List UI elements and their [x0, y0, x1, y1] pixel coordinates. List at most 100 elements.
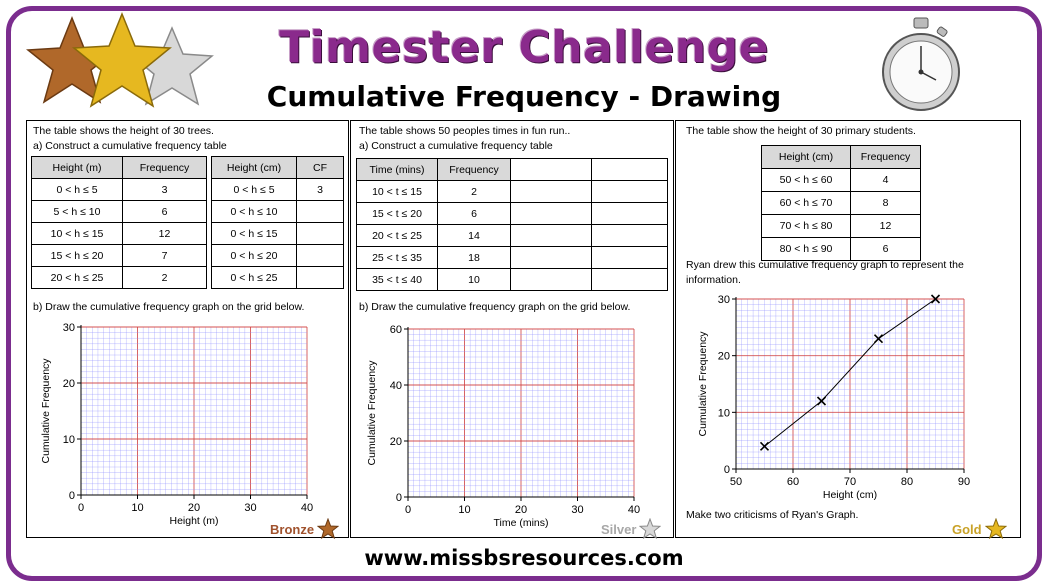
table-cell: 0 < h ≤ 10 — [211, 200, 297, 223]
cf-input-cell[interactable] — [591, 224, 668, 247]
x-axis-label: Height (m) — [169, 515, 218, 527]
y-tick-label: 40 — [390, 380, 402, 392]
bronze-question-b: b) Draw the cumulative frequency graph o… — [33, 301, 305, 313]
table-cell: 10 — [437, 268, 511, 291]
x-tick-label: 20 — [188, 502, 200, 514]
silver-medal-label: Silver — [601, 521, 637, 537]
cf-input-cell[interactable] — [510, 268, 592, 291]
table-cell: 15 < t ≤ 20 — [356, 202, 438, 225]
table-cell: 20 < t ≤ 25 — [356, 224, 438, 247]
bronze-medal: Bronze — [270, 518, 340, 540]
y-tick-label: 0 — [396, 492, 402, 504]
table-cell: 0 < h ≤ 25 — [211, 266, 297, 289]
table-cell: 5 < h ≤ 10 — [31, 200, 123, 223]
table-cell: 2 — [437, 180, 511, 203]
table-cell: 6 — [437, 202, 511, 225]
x-tick-label: 10 — [458, 504, 470, 516]
table-header: Time (mins) — [356, 158, 438, 181]
cf-header-cell[interactable] — [591, 158, 668, 181]
cf-input-cell[interactable] — [296, 244, 344, 267]
table-cell: 6 — [122, 200, 207, 223]
cf-input-cell[interactable] — [591, 268, 668, 291]
table-header: Frequency — [437, 158, 511, 181]
table-cell: 7 — [122, 244, 207, 267]
y-tick-label: 0 — [69, 490, 75, 502]
cf-curve-line — [764, 298, 936, 447]
y-tick-label: 20 — [718, 351, 730, 363]
bronze-intro: The table shows the height of 30 trees. — [33, 125, 214, 137]
silver-intro: The table shows 50 peoples times in fun … — [359, 125, 571, 137]
stars-icon — [26, 12, 214, 108]
data-point-cross — [873, 334, 884, 344]
table-cell: 35 < t ≤ 40 — [356, 268, 438, 291]
x-tick-label: 0 — [405, 504, 411, 516]
cf-input-cell[interactable] — [510, 246, 592, 269]
silver-panel: The table shows 50 peoples times in fun … — [350, 120, 674, 540]
page-frame — [6, 6, 1042, 581]
gold-intro: The table show the height of 30 primary … — [686, 125, 916, 137]
y-tick-label: 20 — [390, 436, 402, 448]
cf-input-cell[interactable] — [296, 222, 344, 245]
y-axis-label: Cumulative Frequency — [697, 331, 709, 437]
table-cell: 12 — [850, 214, 921, 238]
table-cell: 60 < h ≤ 70 — [761, 191, 851, 215]
table-cell: 0 < h ≤ 15 — [211, 222, 297, 245]
cf-input-cell[interactable] — [591, 202, 668, 225]
table-cell: 14 — [437, 224, 511, 247]
x-tick-label: 40 — [628, 504, 640, 516]
page-subtitle: Cumulative Frequency - Drawing — [266, 80, 782, 113]
gold-frequency-table: Height (cm) Frequency 50 < h ≤ 60 4 60 < h… — [761, 145, 921, 261]
gold-medal-label: Gold — [952, 521, 982, 537]
cf-input-cell[interactable] — [591, 180, 668, 203]
table-cell: 4 — [850, 168, 921, 192]
x-tick-label: 30 — [244, 502, 256, 514]
gold-description: Ryan drew this cumulative frequency grap… — [686, 259, 964, 271]
table-cell: 0 < h ≤ 5 — [31, 178, 123, 201]
cf-input-cell[interactable] — [510, 224, 592, 247]
table-cell: 10 < h ≤ 15 — [31, 222, 123, 245]
cf-input-cell[interactable] — [510, 202, 592, 225]
y-tick-label: 10 — [718, 407, 730, 419]
y-axis-label: Cumulative Frequency — [366, 360, 378, 466]
table-header: Frequency — [122, 156, 207, 179]
silver-star-icon — [639, 518, 662, 540]
bronze-panel: The table shows the height of 30 trees. … — [26, 120, 349, 540]
table-header: Height (cm) — [211, 156, 297, 179]
table-cell: 80 < h ≤ 90 — [761, 237, 851, 261]
cf-input-cell[interactable] — [296, 266, 344, 289]
table-header: Height (m) — [31, 156, 123, 179]
cf-input-cell[interactable] — [296, 200, 344, 223]
x-tick-label: 30 — [571, 504, 583, 516]
table-cell: 25 < t ≤ 35 — [356, 246, 438, 269]
y-tick-label: 30 — [63, 322, 75, 334]
gold-description-2: information. — [686, 274, 741, 286]
x-tick-label: 50 — [730, 476, 742, 488]
table-cell: 0 < h ≤ 20 — [211, 244, 297, 267]
bronze-graph-grid[interactable]: 0 10 20 30 40 0 10 20 30 Height (m) Cumulative Fre… — [27, 317, 348, 535]
silver-frequency-table: Time (mins) Frequency 10 < t ≤ 15 2 15 < t… — [356, 158, 668, 291]
silver-graph-grid[interactable]: 0 10 20 30 40 0 20 40 60 Time (mins) Cumulative Fr… — [351, 317, 673, 535]
bronze-star-icon — [317, 518, 340, 540]
table-cell: 2 — [122, 266, 207, 289]
x-tick-label: 90 — [958, 476, 970, 488]
footer-url[interactable]: www.missbsresources.com — [364, 546, 684, 570]
bronze-question-a: a) Construct a cumulative frequency tabl… — [33, 140, 227, 152]
table-cell: 50 < h ≤ 60 — [761, 168, 851, 192]
x-tick-label: 0 — [78, 502, 84, 514]
bronze-medal-label: Bronze — [270, 521, 315, 537]
data-point-cross — [816, 396, 827, 406]
cf-input-cell[interactable] — [510, 180, 592, 203]
y-tick-label: 10 — [63, 434, 75, 446]
gold-panel: The table show the height of 30 primary … — [675, 120, 1021, 540]
x-tick-label: 10 — [131, 502, 143, 514]
cf-header-cell[interactable] — [510, 158, 592, 181]
table-cell: 3 — [122, 178, 207, 201]
table-header: CF — [296, 156, 344, 179]
x-tick-label: 80 — [901, 476, 913, 488]
silver-medal: Silver — [601, 518, 662, 540]
table-header: Height (cm) — [761, 145, 851, 169]
cf-input-cell[interactable] — [591, 246, 668, 269]
table-cell: 3 — [296, 178, 344, 201]
table-cell: 15 < h ≤ 20 — [31, 244, 123, 267]
